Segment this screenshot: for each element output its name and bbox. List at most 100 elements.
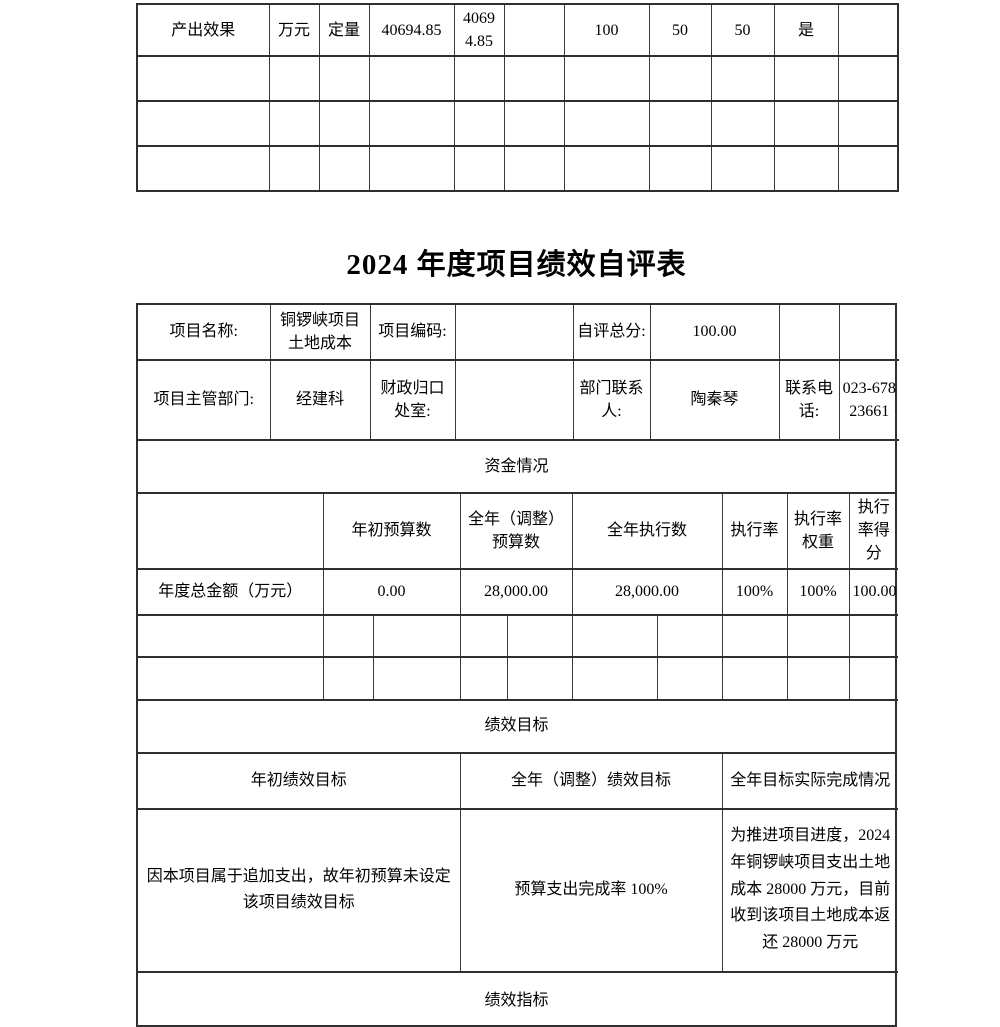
empty-cell	[657, 656, 723, 701]
empty-cell	[138, 615, 324, 658]
empty-cell	[564, 146, 650, 192]
project-code-value	[455, 305, 574, 361]
empty-cell	[838, 101, 898, 148]
cell-flag: 是	[774, 4, 839, 58]
finance-office-label: 财政归口处室:	[370, 360, 456, 441]
empty-cell	[137, 146, 270, 192]
project-name-label: 项目名称:	[138, 305, 271, 361]
empty-cell	[504, 146, 565, 192]
goals-header-initial: 年初绩效目标	[138, 753, 461, 810]
empty-cell	[504, 56, 565, 103]
empty-cell	[649, 56, 712, 103]
self-score-value: 100.00	[650, 305, 780, 361]
cell-actual-value: 40694.85	[454, 4, 505, 58]
empty-cell	[323, 615, 374, 658]
phone-value: 023-67823661	[839, 360, 899, 441]
empty-cell	[319, 101, 370, 148]
cell-rate: 100	[564, 4, 650, 58]
funding-row-label: 年度总金额（万元）	[138, 568, 324, 616]
empty-cell	[849, 615, 898, 658]
empty-cell	[454, 101, 505, 148]
empty-cell	[838, 4, 898, 58]
funding-empty-rows	[138, 615, 898, 701]
finance-office-value	[455, 360, 574, 441]
cell-score: 50	[711, 4, 775, 58]
dept-label: 项目主管部门:	[138, 360, 271, 441]
self-score-label: 自评总分:	[573, 305, 651, 361]
empty-cell	[779, 305, 840, 361]
empty-cell	[787, 656, 850, 701]
goals-actual-text: 为推进项目进度，2024 年铜锣峡项目支出土地成本 28000 万元，目前收到该…	[722, 808, 898, 973]
contact-value: 陶秦琴	[650, 360, 780, 441]
page-title: 2024 年度项目绩效自评表	[346, 249, 687, 281]
funding-executed: 28,000.00	[572, 568, 723, 616]
empty-cell	[564, 56, 650, 103]
empty-cell	[269, 56, 320, 103]
cell-indicator-type: 产出效果	[137, 4, 270, 58]
funding-table: 年初预算数 全年（调整）预算数 全年执行数 执行率 执行率权重 执行率得分 年度…	[138, 494, 898, 616]
cell-unit: 万元	[269, 4, 320, 58]
goals-section-bar: 绩效目标	[138, 700, 895, 754]
self-eval-table: 项目名称: 铜锣峡项目土地成本 项目编码: 自评总分: 100.00 项目主管部…	[136, 303, 899, 1027]
contact-label: 部门联系人:	[573, 360, 651, 441]
funding-header-exec-rate: 执行率	[722, 494, 788, 570]
dept-value: 经建科	[270, 360, 371, 441]
empty-cell	[838, 56, 898, 103]
empty-cell	[774, 101, 839, 148]
project-info-section: 项目名称: 铜锣峡项目土地成本 项目编码: 自评总分: 100.00 项目主管部…	[138, 305, 899, 441]
empty-cell	[572, 615, 658, 658]
goals-table: 年初绩效目标 全年（调整）绩效目标 全年目标实际完成情况 因本项目属于追加支出，…	[138, 753, 898, 973]
empty-cell	[319, 146, 370, 192]
funding-section-bar: 资金情况	[138, 441, 895, 494]
empty-cell	[838, 146, 898, 191]
empty-cell	[787, 615, 850, 658]
empty-cell	[454, 146, 505, 192]
funding-rate-score: 100.00	[849, 568, 898, 616]
cell-target-value: 40694.85	[369, 4, 455, 58]
goals-initial-text: 因本项目属于追加支出，故年初预算未设定该项目绩效目标	[138, 808, 461, 973]
empty-cell	[369, 101, 455, 148]
project-name-value: 铜锣峡项目土地成本	[270, 305, 371, 361]
goals-header-adjusted: 全年（调整）绩效目标	[460, 753, 723, 810]
funding-rate-weight: 100%	[787, 568, 850, 616]
empty-cell	[369, 146, 455, 192]
empty-cell	[373, 656, 461, 701]
empty-cell	[564, 101, 650, 148]
empty-cell	[722, 656, 788, 701]
funding-header-stub	[138, 494, 324, 570]
empty-cell	[572, 656, 658, 701]
indicators-section-bar: 绩效指标	[138, 972, 895, 1027]
empty-cell	[711, 56, 775, 103]
output-effect-table: 产出效果 万元 定量 40694.85 40694.85 100 50 50 是	[136, 3, 899, 193]
funding-header-executed: 全年执行数	[572, 494, 723, 570]
empty-cell	[507, 615, 573, 658]
empty-cell	[649, 146, 712, 192]
funding-section-title: 资金情况	[138, 441, 895, 494]
empty-cell	[319, 56, 370, 103]
empty-cell	[138, 656, 324, 701]
empty-cell	[460, 656, 508, 701]
empty-cell	[507, 656, 573, 701]
empty-cell	[711, 101, 775, 148]
phone-label: 联系电话:	[779, 360, 840, 441]
funding-adjusted-budget: 28,000.00	[460, 568, 573, 616]
cell-measure-type: 定量	[319, 4, 370, 58]
empty-cell	[774, 146, 839, 192]
goals-section-title: 绩效目标	[138, 700, 895, 754]
funding-initial-budget: 0.00	[323, 568, 461, 616]
empty-cell	[269, 101, 320, 148]
empty-cell	[649, 101, 712, 148]
empty-cell	[839, 305, 899, 361]
funding-exec-rate: 100%	[722, 568, 788, 616]
cell-weight: 50	[649, 4, 712, 58]
goals-adjusted-text: 预算支出完成率 100%	[460, 808, 723, 973]
empty-cell	[369, 56, 455, 103]
empty-cell	[269, 146, 320, 192]
empty-cell	[454, 56, 505, 103]
empty-cell	[137, 101, 270, 148]
empty-cell	[137, 56, 270, 103]
empty-cell	[460, 615, 508, 658]
goals-header-actual: 全年目标实际完成情况	[722, 753, 898, 810]
empty-cell	[722, 615, 788, 658]
